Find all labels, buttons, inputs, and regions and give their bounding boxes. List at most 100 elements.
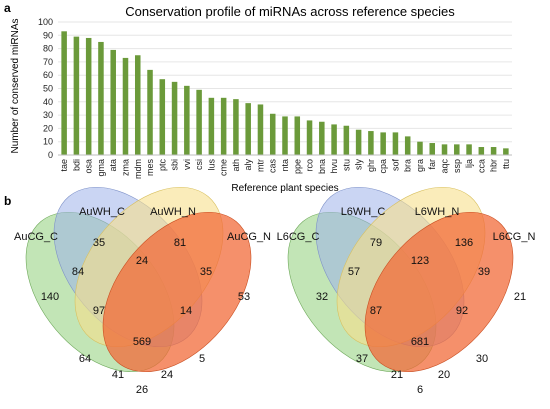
- venn-count: 136: [455, 237, 473, 249]
- x-tick-label: mdm: [133, 159, 143, 179]
- bar-rco: [306, 120, 313, 155]
- x-tick-label: gra: [415, 159, 425, 172]
- venn-set-aucg-n: [102, 211, 252, 373]
- y-tick-label: 70: [43, 57, 53, 67]
- bar-gridlines: [58, 21, 512, 143]
- x-tick-label: vvi: [182, 159, 192, 170]
- venn-label-l6cg-n: L6CG_N: [493, 231, 536, 243]
- bar-aly: [245, 103, 251, 155]
- venn-count: 6: [417, 384, 423, 396]
- x-tick-label: osa: [84, 159, 94, 174]
- bar-ath: [233, 99, 239, 155]
- bar-series: [61, 31, 509, 156]
- venn-count: 57: [348, 266, 360, 278]
- y-tick-label: 30: [43, 110, 53, 120]
- bar-sof: [392, 132, 399, 155]
- venn-count: 21: [391, 369, 403, 381]
- bar-ssp: [454, 144, 460, 155]
- x-tick-label: ttu: [501, 159, 511, 169]
- bar-aqc: [441, 144, 448, 155]
- venn-count: 92: [456, 305, 468, 317]
- bar-mdm: [134, 55, 141, 155]
- bar-ghr: [368, 131, 374, 155]
- venn-count: 123: [411, 255, 429, 267]
- x-tick-label: ssp: [452, 159, 462, 173]
- venn-label-l6wh-c: L6WH_C: [341, 206, 386, 218]
- x-tick-label: aly: [243, 159, 253, 171]
- chart-title: Conservation profile of miRNAs across re…: [125, 4, 455, 19]
- venn-count: 53: [238, 291, 250, 303]
- y-tick-label: 90: [43, 30, 53, 40]
- x-tick-label: far: [427, 159, 437, 170]
- x-tick-label: nta: [280, 159, 290, 172]
- venn-label-aucg-n: AuCG_N: [227, 231, 271, 243]
- venn-count: 35: [200, 266, 212, 278]
- venn-count: 79: [370, 237, 382, 249]
- y-tick-label: 10: [43, 137, 53, 147]
- x-tick-label: hvu: [329, 159, 339, 174]
- bar-nta: [282, 116, 288, 155]
- x-tick-label: csi: [194, 159, 204, 170]
- y-tick-label: 40: [43, 97, 53, 107]
- venn-diagram-l6: L6CG_C L6WH_C L6WH_N L6CG_N 32 79 136 21…: [277, 186, 536, 396]
- bar-hbr: [490, 147, 497, 155]
- x-tick-label: ata: [108, 159, 118, 172]
- bar-cme: [220, 97, 227, 155]
- x-tick-label: bna: [317, 159, 327, 174]
- bar-ptc: [159, 79, 166, 155]
- venn-count: 140: [41, 291, 59, 303]
- x-tick-label: ptc: [157, 159, 167, 172]
- x-tick-label: mtr: [255, 159, 265, 172]
- bar-zma: [122, 57, 129, 155]
- venn-set-l6cg-n: [364, 211, 514, 373]
- venn-count: 39: [478, 266, 490, 278]
- y-tick-label: 50: [43, 84, 53, 94]
- x-tick-label: tae: [59, 159, 69, 172]
- x-tick-label: zma: [120, 159, 130, 176]
- panel-label-b: b: [4, 194, 11, 208]
- bar-bna: [319, 121, 325, 155]
- bar-ttu: [503, 148, 509, 155]
- x-tick-label: sof: [390, 159, 400, 172]
- x-tick-label: mes: [145, 159, 155, 177]
- x-axis-label: Reference plant species: [231, 183, 338, 194]
- bar-lja: [466, 144, 472, 155]
- bar-csi: [196, 89, 202, 155]
- bar-cca: [478, 147, 485, 155]
- y-tick-label: 0: [48, 150, 53, 160]
- x-tick-label: bdi: [71, 159, 81, 171]
- venn-count: 30: [476, 353, 488, 365]
- bar-hvu: [331, 124, 337, 155]
- y-tick-label: 20: [43, 123, 53, 133]
- venn-count: 20: [438, 369, 450, 381]
- y-axis-label: Number of conserved miRNAs: [10, 18, 21, 153]
- venn-count: 35: [93, 237, 105, 249]
- bar-bdi: [73, 36, 80, 155]
- bar-osa: [85, 37, 92, 155]
- venn-label-l6wh-n: L6WH_N: [415, 206, 460, 218]
- x-tick-label: ath: [231, 159, 241, 172]
- venn-label-l6cg-c: L6CG_C: [277, 231, 320, 243]
- venn-label-aucg-c: AuCG_C: [14, 231, 58, 243]
- panel-label-a: a: [4, 1, 11, 15]
- y-tick-label: 100: [38, 17, 53, 27]
- bar-cas: [269, 113, 276, 155]
- x-tick-label: lus: [206, 159, 216, 171]
- x-tick-label: cas: [268, 159, 278, 174]
- bar-stu: [343, 125, 350, 155]
- venn-count: 24: [136, 255, 148, 267]
- bar-vvi: [184, 85, 190, 155]
- venn-count: 26: [136, 384, 148, 396]
- bar-bra: [404, 136, 411, 155]
- bar-tae: [61, 31, 67, 156]
- bar-x-tick-labels: tae bdi osa gma ata zma mdm mes ptc sbi vvi csi lus c…: [59, 159, 511, 179]
- venn-count: 84: [72, 266, 84, 278]
- venn-count: 24: [161, 369, 173, 381]
- bar-ppe: [294, 116, 301, 155]
- bar-gra: [417, 141, 423, 155]
- bar-ata: [110, 49, 116, 155]
- x-tick-label: sly: [354, 159, 364, 170]
- x-tick-label: cme: [219, 159, 229, 176]
- venn-count: 32: [316, 291, 328, 303]
